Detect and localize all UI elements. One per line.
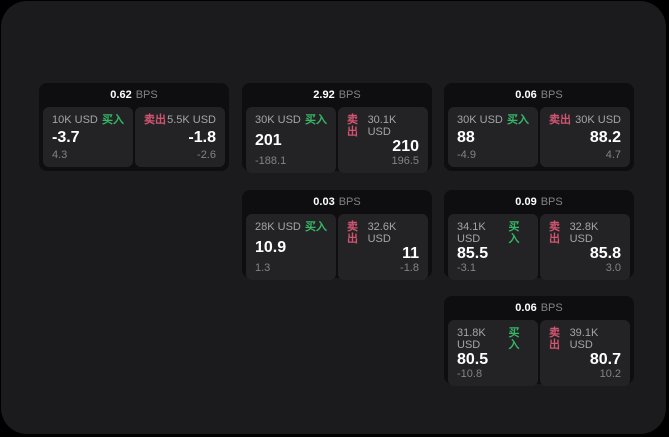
buy-side-label: 买入	[305, 114, 327, 126]
sell-sub-value: 3.0	[605, 262, 621, 274]
sell-quote-panel[interactable]: 卖出 30.1K USD 210 196.5	[338, 107, 428, 173]
buy-amount: 10K USD	[52, 114, 98, 126]
bps-unit-label: BPS	[338, 89, 361, 101]
buy-price: 88	[457, 129, 475, 146]
bps-unit-label: BPS	[540, 196, 563, 208]
buy-price: 10.9	[255, 239, 287, 256]
quote-card: 0.09 BPS 34.1K USD 买入 85.5 -3.1 卖出 32.8K…	[444, 190, 634, 280]
sell-quote-panel[interactable]: 卖出 39.1K USD 80.7 10.2	[540, 320, 630, 386]
buy-amount: 34.1K USD	[457, 221, 486, 245]
sell-amount: 5.5K USD	[167, 114, 216, 126]
sell-amount: 39.1K USD	[569, 327, 599, 351]
buy-quote-panel[interactable]: 30K USD 买入 201 -188.1	[246, 107, 336, 173]
sell-side-label: 卖出	[347, 114, 358, 138]
buy-quote-panel[interactable]: 30K USD 买入 88 -4.9	[448, 107, 538, 167]
sell-price: -1.8	[188, 129, 216, 146]
quote-card: 0.06 BPS 31.8K USD 买入 80.5 -10.8 卖出 39.1…	[444, 296, 634, 386]
buy-amount: 28K USD	[255, 221, 301, 233]
buy-sub-value: -4.9	[457, 149, 476, 161]
sell-sub-value: -2.6	[197, 149, 216, 161]
quote-card: 0.06 BPS 30K USD 买入 88 -4.9 卖出 30K USD 8…	[444, 83, 634, 171]
buy-amount: 30K USD	[255, 114, 301, 126]
buy-side-label: 买入	[102, 114, 124, 126]
buy-price: 80.5	[457, 351, 489, 368]
bps-header: 0.06 BPS	[444, 83, 634, 107]
sell-price: 11	[402, 245, 419, 262]
sell-quote-panel[interactable]: 卖出 32.8K USD 85.8 3.0	[540, 214, 630, 280]
sell-side-label: 卖出	[549, 114, 571, 126]
buy-sub-value: 4.3	[52, 149, 68, 161]
bps-header: 0.06 BPS	[444, 296, 634, 320]
sell-amount: 32.6K USD	[367, 221, 397, 245]
bps-value: 0.09	[515, 196, 537, 208]
sell-amount: 32.8K USD	[569, 221, 599, 245]
buy-sub-value: 1.3	[255, 262, 271, 274]
sell-amount: 30K USD	[575, 114, 621, 126]
bps-value: 0.06	[515, 302, 537, 314]
bps-header: 0.62 BPS	[39, 83, 229, 107]
buy-side-label: 买入	[305, 221, 327, 233]
bps-header: 2.92 BPS	[242, 83, 432, 107]
buy-price: 85.5	[457, 245, 489, 262]
sell-amount: 30.1K USD	[367, 114, 397, 138]
bps-header: 0.09 BPS	[444, 190, 634, 214]
sell-price: 88.2	[589, 129, 621, 146]
bps-value: 0.62	[110, 89, 132, 101]
bps-unit-label: BPS	[135, 89, 158, 101]
buy-side-label: 买入	[508, 221, 520, 245]
sell-side-label: 卖出	[549, 221, 560, 245]
sell-price: 80.7	[589, 351, 621, 368]
sell-quote-panel[interactable]: 卖出 32.6K USD 11 -1.8	[338, 214, 428, 280]
sell-sub-value: 196.5	[391, 155, 419, 167]
sell-side-label: 卖出	[347, 221, 358, 245]
bps-header: 0.03 BPS	[242, 190, 432, 214]
buy-sub-value: -10.8	[457, 368, 483, 380]
sell-quote-panel[interactable]: 卖出 30K USD 88.2 4.7	[540, 107, 630, 167]
bps-value: 0.03	[313, 196, 335, 208]
buy-quote-panel[interactable]: 34.1K USD 买入 85.5 -3.1	[448, 214, 538, 280]
buy-side-label: 买入	[507, 114, 529, 126]
sell-price: 85.8	[589, 245, 621, 262]
quote-card: 0.03 BPS 28K USD 买入 10.9 1.3 卖出 32.6K US…	[242, 190, 432, 280]
quote-card: 0.62 BPS 10K USD 买入 -3.7 4.3 卖出 5.5K USD…	[39, 83, 229, 171]
bps-value: 2.92	[313, 89, 335, 101]
buy-side-label: 买入	[508, 327, 520, 351]
buy-quote-panel[interactable]: 10K USD 买入 -3.7 4.3	[43, 107, 133, 167]
bps-unit-label: BPS	[540, 89, 563, 101]
sell-sub-value: 10.2	[599, 368, 621, 380]
buy-quote-panel[interactable]: 28K USD 买入 10.9 1.3	[246, 214, 336, 280]
sell-side-label: 卖出	[549, 327, 560, 351]
sell-side-label: 卖出	[144, 114, 166, 126]
quote-card: 2.92 BPS 30K USD 买入 201 -188.1 卖出 30.1K …	[242, 83, 432, 173]
bps-value: 0.06	[515, 89, 537, 101]
bps-unit-label: BPS	[540, 302, 563, 314]
buy-sub-value: -3.1	[457, 262, 476, 274]
buy-amount: 30K USD	[457, 114, 503, 126]
buy-price: -3.7	[52, 129, 80, 146]
buy-quote-panel[interactable]: 31.8K USD 买入 80.5 -10.8	[448, 320, 538, 386]
buy-sub-value: -188.1	[255, 155, 287, 167]
buy-amount: 31.8K USD	[457, 327, 486, 351]
bps-unit-label: BPS	[338, 196, 361, 208]
sell-quote-panel[interactable]: 卖出 5.5K USD -1.8 -2.6	[135, 107, 225, 167]
buy-price: 201	[255, 132, 282, 149]
sell-sub-value: 4.7	[605, 149, 621, 161]
sell-price: 210	[392, 138, 419, 155]
sell-sub-value: -1.8	[400, 262, 419, 274]
